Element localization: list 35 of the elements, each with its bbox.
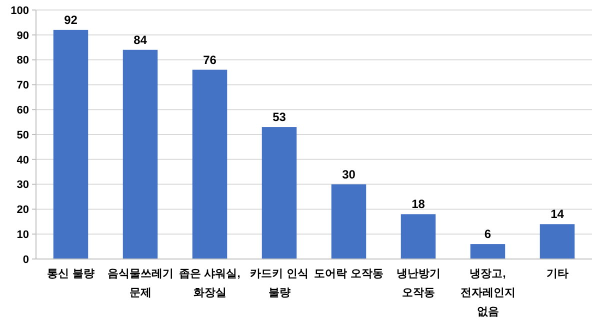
x-tick-label: 좁은 샤워실, 화장실 [179, 268, 240, 299]
data-label: 30 [342, 167, 356, 182]
y-tick-label: 50 [16, 129, 29, 142]
y-tick-label: 0 [22, 254, 29, 266]
y-tick-label: 30 [16, 179, 29, 192]
data-label: 6 [484, 227, 492, 242]
bar [53, 30, 88, 259]
y-tick-label: 100 [10, 4, 29, 17]
y-tick-label: 90 [16, 30, 29, 42]
data-label: 14 [550, 207, 564, 222]
bar [540, 224, 575, 259]
data-label: 92 [64, 12, 78, 27]
data-label: 84 [134, 32, 148, 47]
x-tick-label: 카드키 인식 불량 [250, 268, 308, 299]
bar [192, 70, 228, 259]
y-tick-label: 80 [16, 54, 29, 67]
data-label: 76 [203, 52, 217, 67]
bar [122, 50, 158, 259]
y-tick-label: 70 [16, 80, 29, 92]
bar [262, 127, 297, 259]
x-tick-label: 도어락 오작동 [314, 268, 384, 280]
x-tick-label: 통신 불량 [47, 268, 94, 280]
x-tick-label: 냉장고, 전자레인지 없음 [460, 268, 516, 318]
bar [331, 184, 366, 259]
x-tick-label: 기타 [546, 268, 568, 280]
bar [470, 244, 506, 259]
y-tick-label: 60 [16, 104, 29, 116]
data-label: 53 [272, 110, 286, 124]
bar [400, 214, 436, 259]
data-label: 18 [412, 197, 426, 212]
y-tick-label: 10 [16, 228, 29, 241]
y-tick-label: 20 [16, 204, 29, 216]
x-tick-label: 냉난방기 오작동 [396, 268, 440, 299]
y-tick-label: 40 [16, 154, 29, 166]
x-tick-label: 음식물쓰레기 문제 [107, 268, 174, 299]
